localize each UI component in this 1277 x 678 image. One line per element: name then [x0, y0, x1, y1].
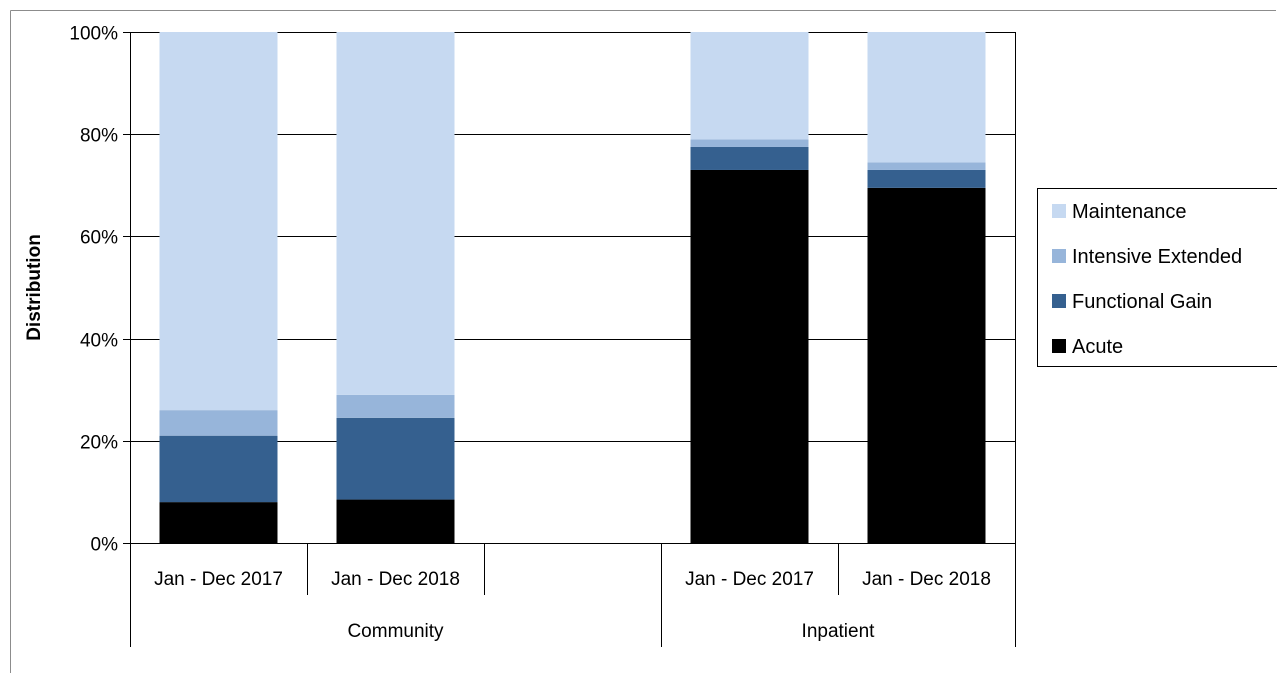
y-tick-label: 40% — [80, 331, 118, 352]
bar-segment-intensive-extended — [337, 395, 455, 418]
y-tick-label: 100% — [69, 24, 118, 45]
legend-label: Intensive Extended — [1072, 246, 1242, 268]
legend-label: Maintenance — [1072, 201, 1187, 223]
legend-swatch — [1052, 204, 1066, 218]
y-tick-label: 20% — [80, 433, 118, 454]
bar-segment-acute — [160, 502, 278, 543]
x-group-label: Community — [347, 621, 444, 642]
legend-label: Acute — [1072, 336, 1123, 358]
x-tick-label: Jan - Dec 2018 — [862, 569, 991, 590]
legend-swatch — [1052, 294, 1066, 308]
bar-segment-intensive-extended — [868, 162, 986, 170]
bar-segment-maintenance — [160, 32, 278, 410]
x-group-label: Inpatient — [802, 621, 876, 642]
bar-segment-functional-gain — [337, 418, 455, 500]
bar-segment-acute — [868, 188, 986, 543]
bar-segment-maintenance — [691, 32, 809, 139]
bar-segment-acute — [337, 500, 455, 543]
bar-segment-intensive-extended — [160, 410, 278, 436]
y-tick-label: 80% — [80, 126, 118, 147]
bar-segment-acute — [691, 170, 809, 543]
x-tick-label: Jan - Dec 2017 — [154, 569, 283, 590]
legend-swatch — [1052, 249, 1066, 263]
x-tick-label: Jan - Dec 2017 — [685, 569, 814, 590]
y-tick-label: 60% — [80, 228, 118, 249]
legend-label: Functional Gain — [1072, 291, 1212, 313]
bar-segment-functional-gain — [160, 436, 278, 502]
legend: Maintenance Intensive Extended Functional … — [1038, 189, 1277, 367]
bar-segment-maintenance — [868, 32, 986, 162]
bar-segment-intensive-extended — [691, 139, 809, 147]
y-axis-title: Distribution — [24, 234, 45, 341]
bars — [160, 32, 986, 543]
bar-segment-functional-gain — [691, 147, 809, 170]
y-tick-label: 0% — [91, 535, 119, 556]
bar-segment-maintenance — [337, 32, 455, 395]
x-tick-label: Jan - Dec 2018 — [331, 569, 460, 590]
legend-swatch — [1052, 339, 1066, 353]
bar-segment-functional-gain — [868, 170, 986, 188]
